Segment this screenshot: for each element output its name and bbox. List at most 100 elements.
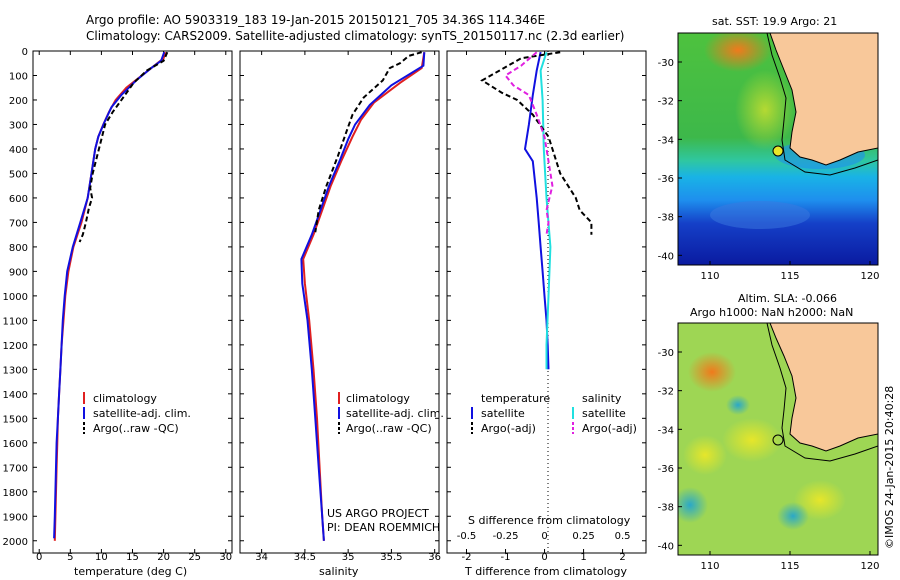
- legend-label-argo: Argo(..raw -QC): [346, 422, 432, 435]
- difference-xlabel: T difference from climatology: [464, 565, 627, 578]
- sst-warm-patch: [704, 33, 772, 72]
- x-tick-label: 35.5: [380, 552, 402, 563]
- depth-tick-label: 1800: [3, 488, 28, 499]
- depth-tick-label: 1600: [3, 439, 28, 450]
- map-lat-label: -36: [658, 174, 674, 185]
- x-tick-label: 0: [541, 552, 547, 563]
- depth-tick-label: 1500: [3, 414, 28, 425]
- credit-project: US ARGO PROJECT: [327, 507, 429, 520]
- series-line-t-argo: [480, 51, 593, 235]
- sla-high-patch: [683, 435, 727, 475]
- map-lon-label: 120: [860, 561, 879, 572]
- sst-map-axes: 110 115 120 -30 -32 -34 -36 -38 -40: [658, 58, 880, 282]
- depth-tick-label: 900: [9, 267, 28, 278]
- depth-tick-label: 200: [9, 96, 28, 107]
- sst-map: [678, 33, 878, 265]
- x-tick-label: 34: [255, 552, 268, 563]
- sla-map-axes: 110 115 120 -30 -32 -34 -36 -38 -40: [658, 348, 880, 572]
- depth-tick-label: 1400: [3, 390, 28, 401]
- s-tick-label: -0.5: [457, 531, 477, 542]
- legend-label-s-argo: Argo(-adj): [582, 422, 637, 435]
- temperature-series: [53, 51, 169, 541]
- depth-tick-label: 1000: [3, 292, 28, 303]
- map-lat-label: -32: [658, 97, 674, 108]
- sst-warm-patch: [735, 70, 795, 150]
- sla-map-title: Altim. SLA: -0.066: [738, 292, 837, 305]
- sla-high-patch: [688, 352, 736, 392]
- x-tick-label: 30: [219, 552, 232, 563]
- depth-tick-label: 500: [9, 169, 28, 180]
- depth-tick-label: 1200: [3, 341, 28, 352]
- series-line-climatology: [302, 52, 426, 541]
- salinity-xlabel: salinity: [319, 565, 359, 578]
- sla-low-patch: [777, 502, 809, 530]
- map-lat-label: -34: [658, 135, 674, 146]
- salinity-x-axis: 34 34.5 35 35.5 36: [255, 51, 441, 563]
- s-tick-label: 0: [541, 531, 547, 542]
- legend-label-argo: Argo(..raw -QC): [93, 422, 179, 435]
- sla-australia-land: [769, 323, 878, 452]
- sla-map-frame: [677, 322, 879, 556]
- map-lon-label: 120: [860, 271, 879, 282]
- temperature-xlabel: temperature (deg C): [74, 565, 187, 578]
- depth-tick-label: 600: [9, 194, 28, 205]
- map-lat-label: -38: [658, 213, 674, 224]
- map-lat-label: -32: [658, 387, 674, 398]
- difference-series: [480, 51, 593, 370]
- temperature-panel: [32, 50, 233, 554]
- map-lon-label: 115: [780, 561, 799, 572]
- series-line-s-satellite: [539, 51, 552, 370]
- difference-panel: [446, 50, 647, 554]
- x-tick-label: 20: [157, 552, 170, 563]
- legend-label-climatology: climatology: [93, 392, 157, 405]
- sst-argo-marker: [772, 145, 784, 157]
- depth-tick-label: 0: [22, 47, 28, 58]
- salinity-series: [300, 51, 426, 541]
- map-lat-label: -36: [658, 464, 674, 475]
- legend-label-t-argo: Argo(-adj): [481, 422, 536, 435]
- depth-tick-label: 700: [9, 218, 28, 229]
- s-tick-label: 0.5: [615, 531, 631, 542]
- legend-label-t-satellite: satellite: [481, 407, 525, 420]
- x-tick-label: 2: [619, 552, 625, 563]
- credit-pi: PI: DEAN ROEMMICH: [327, 521, 440, 534]
- s-tick-label: 0.25: [572, 531, 594, 542]
- sst-map-title: sat. SST: 19.9 Argo: 21: [712, 15, 837, 28]
- map-lon-label: 110: [700, 561, 719, 572]
- depth-axis: 0 100 200 300 400 500 600 700 800 900 1000 1100 1200…: [3, 47, 646, 548]
- map-lat-label: -38: [658, 503, 674, 514]
- map-lat-label: -30: [658, 58, 674, 69]
- map-lon-label: 110: [700, 271, 719, 282]
- x-tick-label: 15: [126, 552, 139, 563]
- legend-label-s-satellite: satellite: [582, 407, 626, 420]
- sla-map-subtitle: Argo h1000: NaN h2000: NaN: [690, 306, 853, 319]
- x-tick-label: 25: [188, 552, 201, 563]
- x-tick-label: -1: [501, 552, 511, 563]
- depth-tick-label: 1100: [3, 316, 28, 327]
- legend-label-satellite: satellite-adj. clim.: [346, 407, 444, 420]
- depth-tick-label: 100: [9, 71, 28, 82]
- legend-title-salinity: salinity: [582, 392, 622, 405]
- sla-low-patch: [726, 395, 750, 415]
- series-line-satellite-adj-clim: [53, 51, 166, 539]
- sst-map-frame: [677, 32, 879, 266]
- x-tick-label: 1: [580, 552, 586, 563]
- x-tick-label: -2: [462, 552, 472, 563]
- x-tick-label: 10: [95, 552, 108, 563]
- difference-top-label: S difference from climatology: [468, 514, 631, 527]
- header-line-2: Climatology: CARS2009. Satellite-adjuste…: [86, 29, 624, 43]
- depth-tick-label: 1900: [3, 512, 28, 523]
- depth-tick-label: 1700: [3, 463, 28, 474]
- depth-tick-label: 400: [9, 145, 28, 156]
- depth-tick-label: 300: [9, 120, 28, 131]
- x-tick-label: 35: [342, 552, 355, 563]
- x-tick-label: 36: [428, 552, 441, 563]
- x-tick-label: 0: [36, 552, 42, 563]
- imos-timestamp: ©IMOS 24-Jan-2015 20:40:28: [883, 386, 896, 549]
- sst-australia-land: [769, 33, 878, 166]
- temperature-legend: climatology satellite-adj. clim. Argo(..…: [83, 392, 191, 435]
- depth-tick-label: 800: [9, 243, 28, 254]
- sst-cool-patch: [710, 201, 810, 229]
- sla-isobath-line: [766, 323, 878, 462]
